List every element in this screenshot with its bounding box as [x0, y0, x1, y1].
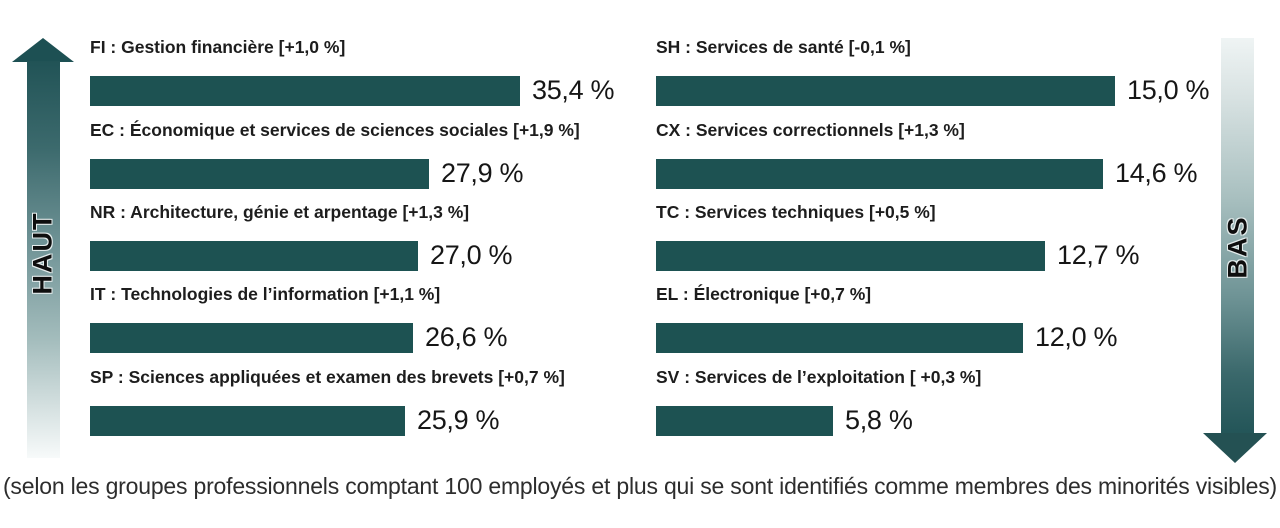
- bar-row: EC : Économique et services de sciences …: [90, 120, 580, 189]
- haut-axis-label: HAUT: [27, 211, 58, 295]
- bar: [90, 240, 418, 271]
- bar: [90, 405, 405, 436]
- bar-value: 25,9 %: [417, 405, 500, 435]
- down-arrow-shaft: [1221, 38, 1254, 434]
- bar: [656, 158, 1103, 189]
- up-arrow-icon: [12, 38, 74, 62]
- bar-row: SV : Services de l’exploitation [ +0,3 %…: [656, 367, 981, 436]
- bar: [90, 322, 413, 353]
- bar-value: 12,7 %: [1057, 240, 1140, 270]
- bar-label: CX : Services correctionnels [+1,3 %]: [656, 120, 965, 140]
- bar-row: FI : Gestion financière [+1,0 %] 35,4 %: [90, 37, 615, 106]
- bar-value: 12,0 %: [1035, 322, 1118, 352]
- bar: [656, 322, 1023, 353]
- bar-value: 35,4 %: [532, 75, 615, 105]
- bar-value: 14,6 %: [1115, 158, 1198, 188]
- bar: [656, 75, 1115, 106]
- bar-row: IT : Technologies de l’information [+1,1…: [90, 284, 508, 353]
- bar-row: SH : Services de santé [-0,1 %] 15,0 %: [656, 37, 1210, 106]
- bar-label: SH : Services de santé [-0,1 %]: [656, 37, 911, 57]
- bar-row: EL : Électronique [+0,7 %] 12,0 %: [656, 284, 1118, 353]
- bar-value: 26,6 %: [425, 322, 508, 352]
- bar-row: SP : Sciences appliquées et examen des b…: [90, 367, 565, 436]
- bar: [90, 75, 520, 106]
- bar-label: SP : Sciences appliquées et examen des b…: [90, 367, 565, 387]
- bas-axis-label: BAS: [1222, 215, 1253, 279]
- chart-caption: (selon les groupes professionnels compta…: [2, 473, 1278, 499]
- bar-row: NR : Architecture, génie et arpentage [+…: [90, 202, 513, 271]
- bar-label: IT : Technologies de l’information [+1,1…: [90, 284, 441, 304]
- bar: [90, 158, 429, 189]
- bar-value: 5,8 %: [845, 405, 913, 435]
- bar-value: 15,0 %: [1127, 75, 1210, 105]
- bar-label: SV : Services de l’exploitation [ +0,3 %…: [656, 367, 982, 387]
- bar: [656, 405, 833, 436]
- bar-row: CX : Services correctionnels [+1,3 %] 14…: [656, 120, 1198, 189]
- bar-label: TC : Services techniques [+0,5 %]: [656, 202, 936, 222]
- bar-label: FI : Gestion financière [+1,0 %]: [90, 37, 346, 57]
- down-arrow-icon: [1203, 433, 1267, 463]
- bar-value: 27,9 %: [441, 158, 524, 188]
- bar-label: EL : Électronique [+0,7 %]: [656, 284, 872, 304]
- bar-label: EC : Économique et services de sciences …: [90, 120, 580, 140]
- bar-row: TC : Services techniques [+0,5 %] 12,7 %: [656, 202, 1140, 271]
- bar-label: NR : Architecture, génie et arpentage [+…: [90, 202, 470, 222]
- up-arrow-shaft: [27, 61, 60, 458]
- bar-value: 27,0 %: [430, 240, 513, 270]
- bar: [656, 240, 1045, 271]
